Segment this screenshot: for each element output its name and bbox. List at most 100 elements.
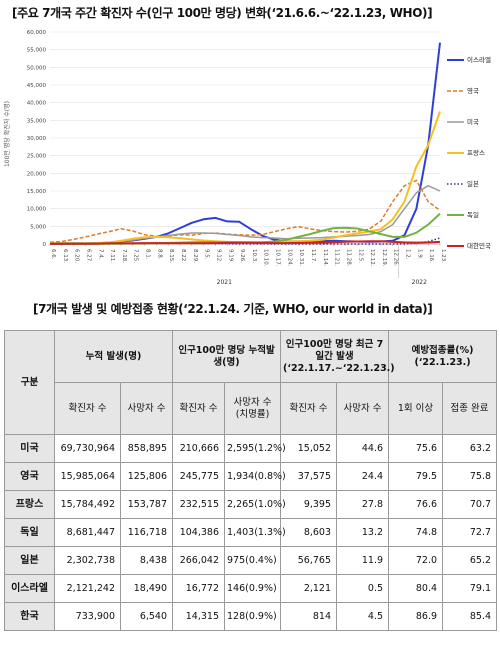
x-tick-label: 12.19. [381, 249, 387, 267]
year-label-2021: 2021 [217, 279, 232, 286]
cell-cases: 15,784,492 [54, 490, 121, 519]
legend-label: 독일 [467, 210, 479, 219]
y-tick-label: 60,000 [27, 30, 47, 36]
cell-pm-deaths: 1,403(1.3%) [224, 518, 286, 547]
cell-w-cases: 2,121 [280, 574, 338, 603]
subheader-pm-cases: 확진자 수 [172, 382, 226, 435]
y-tick-label: 30,000 [27, 136, 47, 142]
cell-cases: 15,985,064 [54, 462, 121, 491]
table-row: 일본 2,302,738 8,438 266,042 975(0.4%) 56,765 11… [4, 546, 498, 575]
cell-w-deaths: 13.2 [336, 518, 390, 547]
row-country: 영국 [4, 462, 55, 491]
x-tick-label: 11.21. [334, 249, 340, 267]
header-vaccination: 예방접종률(%) (‘22.1.23.) [388, 330, 498, 383]
table-row: 독일 8,681,447 116,718 104,386 1,403(1.3%) 8,60… [4, 518, 498, 547]
cell-pm-deaths: 975(0.4%) [224, 546, 282, 575]
cell-cases: 8,681,447 [54, 518, 121, 547]
row-country: 프랑스 [4, 490, 55, 519]
cell-v2: 75.8 [442, 462, 498, 491]
cell-deaths: 125,806 [119, 462, 174, 491]
table-title: [7개국 발생 및 예방접종 현황(‘22.1.24. 기준, WHO, our… [33, 302, 433, 316]
x-tick-label: 12.12. [369, 249, 375, 267]
cell-pm-cases: 104,386 [172, 518, 226, 547]
cell-pm-cases: 210,666 [172, 434, 226, 463]
cell-v2: 63.2 [442, 434, 498, 463]
cell-deaths: 8,438 [119, 546, 174, 575]
series-line-1 [50, 42, 441, 245]
chart-title: [주요 7개국 주간 확진자 수(인구 100만 명당) 변화(‘21.6.6.… [12, 6, 433, 20]
x-tick-label: 6.27. [85, 249, 91, 263]
x-tick-label: 1.16. [428, 249, 434, 263]
x-tick-label: 9.26. [239, 249, 245, 263]
cell-w-deaths: 27.8 [336, 490, 390, 519]
cell-deaths: 153,787 [119, 490, 174, 519]
header-recent-week: 인구100만 명당 최근 7일간 발생 (‘22.1.17.~‘22.1.23.… [280, 330, 395, 383]
x-tick-label: 8.22. [180, 249, 186, 263]
table-row: 한국 733,900 6,540 14,315 128(0.9%) 814 4.5 86.9 8… [4, 602, 498, 631]
y-tick-label: 15,000 [27, 189, 47, 195]
x-tick-label: 11.7. [310, 249, 316, 263]
y-axis-label: 100만 명당 확진자 수(명) [3, 101, 11, 167]
cell-w-cases: 814 [280, 602, 338, 631]
x-tick-label: 7.4. [97, 249, 103, 260]
table-row: 영국 15,985,064 125,806 245,775 1,934(0.8%) 37,… [4, 462, 498, 491]
cell-v2: 65.2 [442, 546, 498, 575]
cell-w-cases: 56,765 [280, 546, 338, 575]
subheader-deaths: 사망자 수 [119, 382, 174, 435]
y-tick-label: 35,000 [27, 118, 47, 124]
x-tick-label: 8.29. [192, 249, 198, 263]
cell-w-cases: 8,603 [280, 518, 338, 547]
cell-w-deaths: 44.6 [336, 434, 390, 463]
year-label-2022: 2022 [412, 279, 427, 286]
x-tick-label: 7.18. [121, 249, 127, 263]
x-tick-label: 9.12. [215, 249, 221, 263]
row-country: 이스라엘 [4, 574, 55, 603]
cell-v1: 79.5 [388, 462, 444, 491]
x-tick-label: 1.9. [416, 249, 422, 260]
cell-cases: 69,730,964 [54, 434, 121, 463]
cell-pm-cases: 245,775 [172, 462, 226, 491]
y-tick-label: 45,000 [27, 83, 47, 89]
cell-pm-deaths: 128(0.9%) [224, 602, 282, 631]
header-group: 구분 [4, 330, 55, 435]
cell-deaths: 18,490 [119, 574, 174, 603]
series-line-2 [49, 179, 441, 243]
x-tick-label: 10.24. [286, 249, 292, 267]
y-tick-label: 40,000 [27, 101, 47, 107]
cell-w-deaths: 4.5 [336, 602, 390, 631]
legend-label: 일본 [467, 179, 479, 188]
subheader-week-cases: 확진자 수 [280, 382, 338, 435]
x-tick-label: 12.5. [357, 249, 363, 263]
legend-label: 프랑스 [467, 149, 485, 157]
cell-pm-cases: 266,042 [172, 546, 226, 575]
y-tick-label: 55,000 [27, 48, 47, 54]
series-line-7 [50, 240, 441, 245]
cell-cases: 733,900 [54, 602, 121, 631]
cell-v2: 72.7 [442, 518, 498, 547]
legend-label: 영국 [467, 86, 479, 95]
cell-w-deaths: 0.5 [336, 574, 390, 603]
legend-label: 미국 [467, 117, 479, 126]
cell-pm-cases: 16,772 [172, 574, 226, 603]
x-tick-label: 10.31. [298, 249, 304, 267]
subheader-pm-deaths: 사망자 수 (치명률) [224, 382, 282, 435]
x-tick-label: 6.6. [50, 249, 56, 260]
header-per-million: 인구100만 명당 누적발생(명) [172, 330, 282, 383]
legend-label: 이스라엘 [467, 55, 491, 64]
x-tick-label: 10.3. [251, 249, 257, 263]
cell-pm-cases: 232,515 [172, 490, 226, 519]
subheader-vaccine-complete: 접종 완료 [442, 382, 498, 435]
series-line-4 [50, 111, 441, 245]
header-cumulative: 누적 발생(명) [53, 330, 174, 383]
x-tick-label: 11.28. [345, 249, 351, 267]
x-tick-label: 10.17. [275, 249, 281, 267]
y-tick-label: 25,000 [27, 154, 47, 160]
cell-w-deaths: 11.9 [336, 546, 390, 575]
x-tick-label: 12.26. [393, 249, 399, 267]
cell-pm-deaths: 2,265(1.0%) [224, 490, 286, 519]
cell-w-cases: 15,052 [280, 434, 338, 463]
x-tick-label: 6.13. [62, 249, 68, 263]
y-tick-label: 20,000 [27, 171, 47, 177]
legend-label: 대한민국 [467, 241, 491, 250]
cell-deaths: 858,895 [119, 434, 174, 463]
